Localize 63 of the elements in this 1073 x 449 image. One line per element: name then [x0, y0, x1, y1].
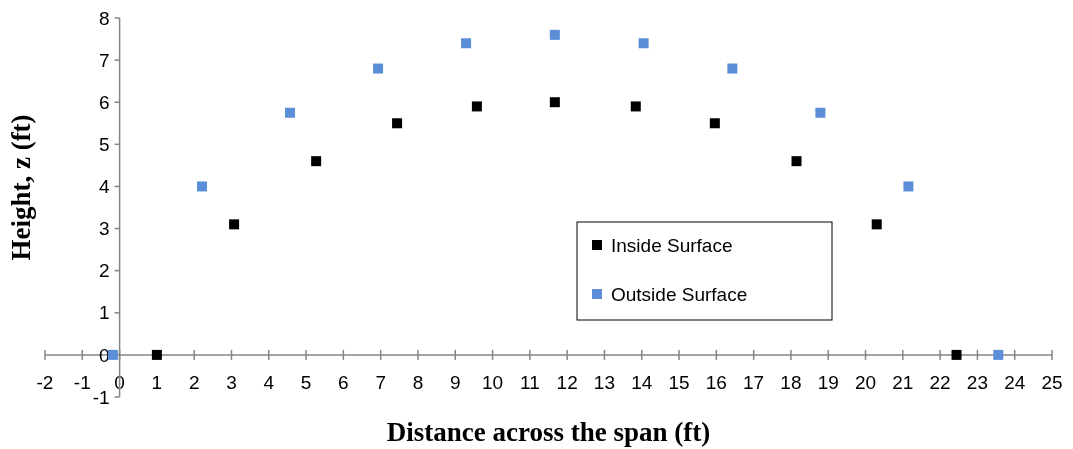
legend-label: Outside Surface — [611, 283, 748, 305]
x-tick-label: 8 — [412, 371, 424, 393]
x-tick-label: 0 — [114, 371, 125, 393]
point — [709, 118, 720, 129]
x-tick-label: 23 — [966, 371, 988, 393]
x-tick-label: -1 — [73, 371, 91, 393]
point — [951, 349, 962, 360]
x-tick-label: 4 — [263, 371, 275, 393]
point — [871, 219, 882, 230]
y-tick-label: -1 — [92, 386, 110, 408]
x-tick-label: 19 — [817, 371, 839, 393]
point — [311, 156, 322, 167]
point — [791, 156, 802, 167]
point — [151, 349, 162, 360]
y-tick-label: 7 — [99, 49, 110, 71]
x-tick-label: 7 — [375, 371, 386, 393]
x-axis-title: Distance across the span (ft) — [386, 417, 711, 447]
point — [229, 219, 240, 230]
point — [285, 107, 296, 118]
point — [549, 97, 560, 108]
point — [903, 181, 914, 192]
y-tick-label: 4 — [99, 176, 111, 198]
x-tick-label: 24 — [1004, 371, 1026, 393]
x-tick-label: 14 — [631, 371, 653, 393]
point — [630, 101, 641, 112]
point — [815, 107, 826, 118]
point — [392, 118, 403, 129]
x-tick-label: 21 — [892, 371, 914, 393]
y-tick-label: 8 — [99, 7, 110, 29]
point — [461, 38, 472, 49]
point — [549, 29, 560, 40]
point — [197, 181, 208, 192]
x-tick-label: -2 — [36, 371, 54, 393]
x-tick-label: 12 — [556, 371, 578, 393]
legend-label: Inside Surface — [611, 234, 733, 256]
x-tick-label: 20 — [854, 371, 877, 393]
x-tick-label: 16 — [705, 371, 727, 393]
x-tick-label: 2 — [188, 371, 200, 393]
x-tick-label: 1 — [151, 371, 163, 393]
point — [727, 63, 738, 74]
x-tick-label: 9 — [449, 371, 461, 393]
point — [471, 101, 482, 112]
x-tick-label: 6 — [338, 371, 349, 393]
x-tick-label: 13 — [593, 371, 616, 393]
y-tick-label: 1 — [99, 302, 110, 324]
point — [373, 63, 384, 74]
y-tick-label: 2 — [99, 260, 110, 282]
point — [638, 38, 649, 49]
y-axis-title: Height, z (ft) — [6, 114, 36, 261]
x-tick-label: 18 — [780, 371, 802, 393]
x-tick-label: 15 — [668, 371, 690, 393]
x-tick-label: 5 — [300, 371, 312, 393]
point — [107, 349, 118, 360]
x-tick-label: 11 — [519, 371, 540, 393]
y-tick-label: 6 — [99, 91, 110, 113]
x-tick-label: 25 — [1041, 371, 1063, 393]
x-tick-label: 10 — [481, 371, 504, 393]
x-tick-label: 3 — [226, 371, 237, 393]
x-tick-label: 17 — [743, 371, 765, 393]
y-tick-label: 5 — [99, 133, 110, 155]
x-tick-label: 22 — [929, 371, 951, 393]
point — [993, 349, 1004, 360]
y-tick-label: 3 — [99, 218, 110, 240]
